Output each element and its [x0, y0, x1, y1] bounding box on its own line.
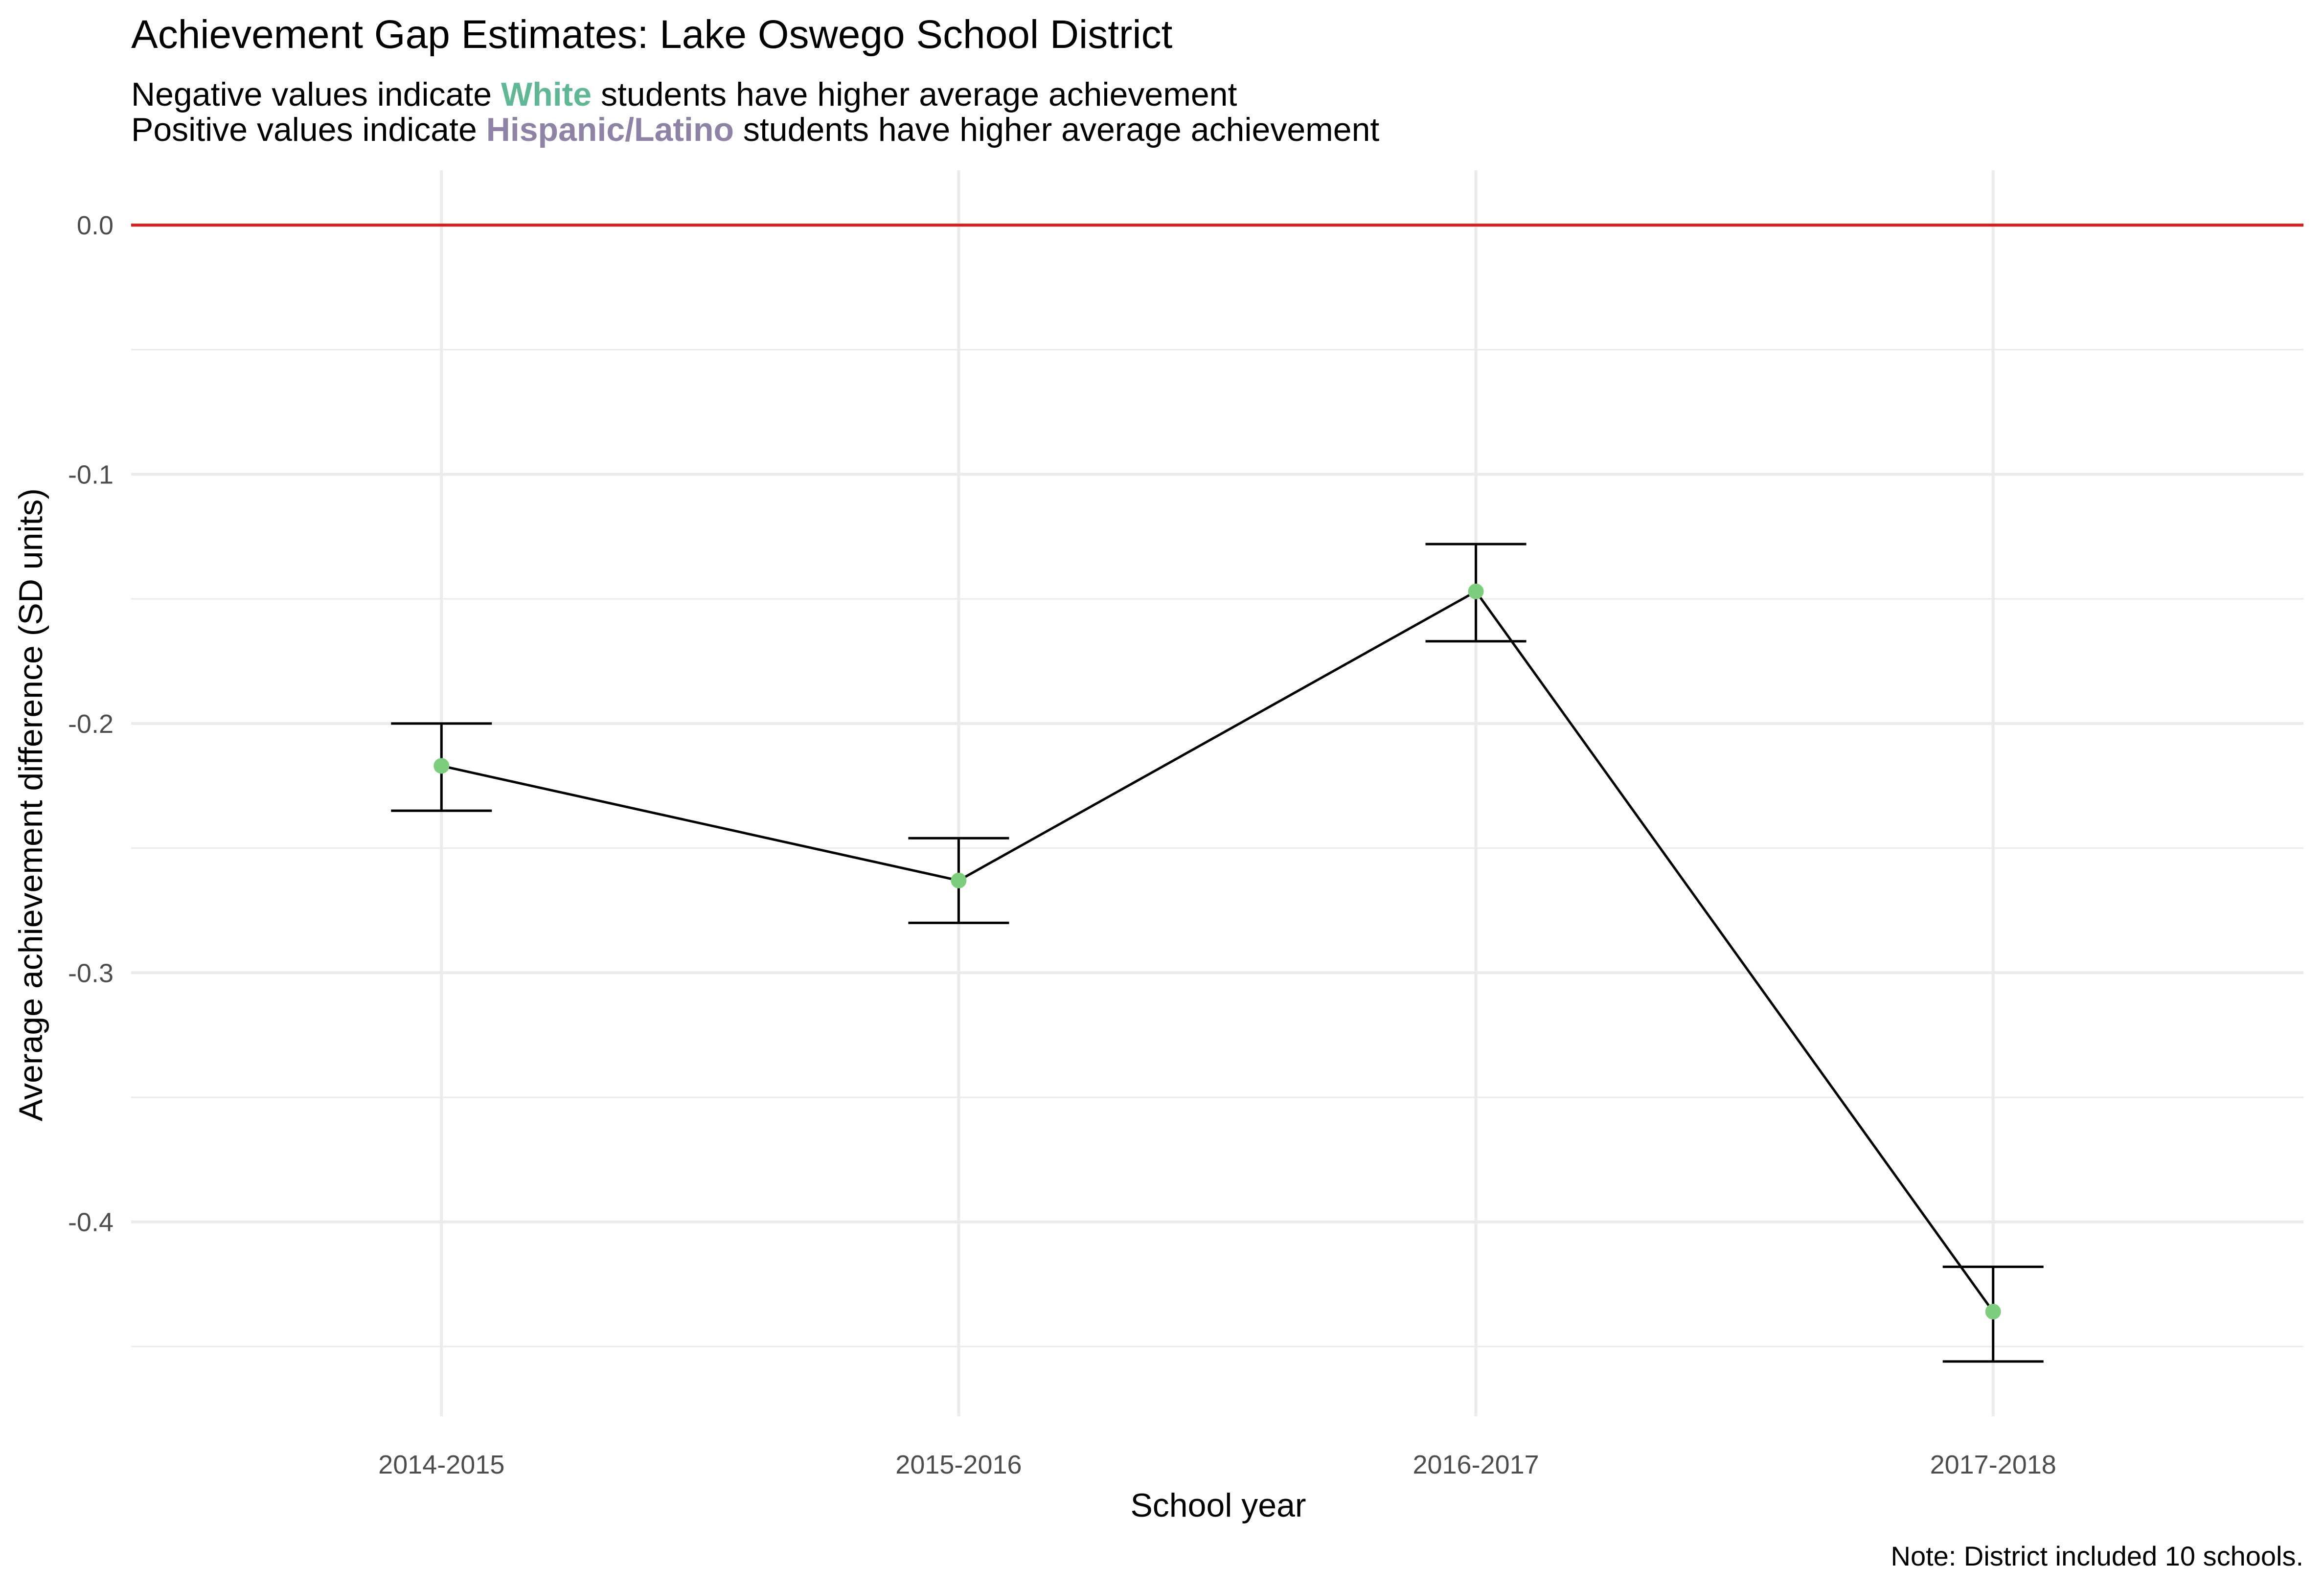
- series-line: [441, 590, 1994, 1313]
- x-tick-labels: 2014-2015 2015-2016 2016-2017 2017-2018: [378, 1450, 2056, 1479]
- series-layer: [391, 543, 2044, 1363]
- y-tick-label: -0.1: [68, 460, 114, 489]
- y-tick-label: 0.0: [77, 211, 114, 240]
- subtitle-2-before: Positive values indicate: [131, 111, 486, 148]
- x-tick-label: 2016-2017: [1413, 1450, 1539, 1479]
- y-tick-labels: 0.0 -0.1 -0.2 -0.3 -0.4: [68, 211, 114, 1237]
- plot-panel: 0.0-0.1-0.2-0.3-0.4 2014-2015 2015-2016 20…: [68, 170, 2303, 1479]
- data-point: [433, 758, 450, 774]
- subtitle-1-before: Negative values indicate: [131, 76, 501, 113]
- x-tick-label: 2017-2018: [1930, 1450, 2056, 1479]
- data-point: [951, 872, 967, 888]
- gridlines: [131, 170, 2303, 1416]
- subtitle-2-after: students have higher average achievement: [734, 111, 1379, 148]
- y-tick-label: -0.4: [68, 1208, 114, 1237]
- chart-title-group: Achievement Gap Estimates: Lake Oswego S…: [131, 12, 1379, 148]
- subtitle-1-group-highlight: White: [501, 76, 592, 113]
- y-axis-title: Average achievement difference (SD units…: [12, 488, 49, 1121]
- x-tick-label: 2015-2016: [895, 1450, 1022, 1479]
- y-tick-label: -0.3: [68, 958, 114, 988]
- data-point: [1468, 583, 1484, 599]
- data-point: [1985, 1304, 2001, 1320]
- subtitle-2-group-highlight: Hispanic/Latino: [486, 111, 734, 148]
- chart-title: Achievement Gap Estimates: Lake Oswego S…: [131, 12, 1173, 57]
- x-axis-title: School year: [1130, 1487, 1306, 1524]
- x-tick-label: 2014-2015: [378, 1450, 504, 1479]
- chart-caption: Note: District included 10 schools.: [1891, 1541, 2304, 1571]
- chart-subtitle-line-1: Negative values indicate White students …: [131, 76, 1237, 113]
- y-tick-label: -0.2: [68, 709, 114, 739]
- chart-subtitle-line-2: Positive values indicate Hispanic/Latino…: [131, 111, 1379, 148]
- subtitle-1-after: students have higher average achievement: [592, 76, 1237, 113]
